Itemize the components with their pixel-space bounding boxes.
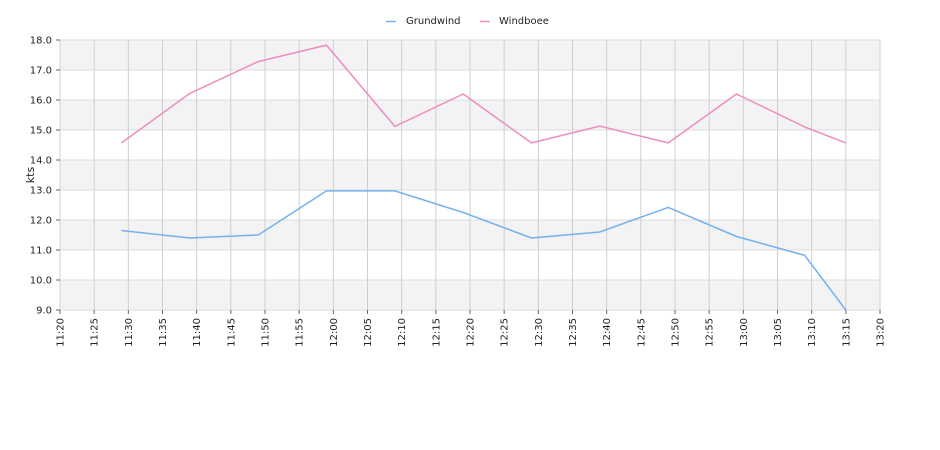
x-tick-label: 12:00: [329, 318, 340, 347]
x-tick-label: 12:30: [534, 318, 545, 347]
x-tick-label: 11:35: [158, 318, 169, 347]
y-tick-label: 11.0: [30, 246, 52, 257]
x-tick-label: 11:30: [124, 318, 135, 347]
x-tick-label: 13:10: [807, 318, 818, 347]
y-tick-label: 13.0: [30, 186, 52, 197]
gridlines: [59, 39, 881, 311]
y-tick-label: 16.0: [30, 96, 52, 107]
series-line-1[interactable]: [121, 190, 847, 311]
x-tick-label: 13:20: [876, 318, 887, 347]
x-tick-label: 12:40: [602, 318, 613, 347]
x-tick-label: 11:50: [261, 318, 272, 347]
x-tick-label: 11:25: [90, 318, 101, 347]
y-tick-label: 9.0: [36, 306, 52, 317]
x-tick-label: 12:25: [500, 318, 511, 347]
y-tick-label: 15.0: [30, 126, 52, 137]
legend-item-2[interactable]: Windboee: [480, 16, 549, 27]
y-tick-label: 17.0: [30, 66, 52, 77]
x-tick-label: 12:05: [363, 318, 374, 347]
x-tick-label: 11:40: [192, 318, 203, 347]
x-tick-label: 11:45: [226, 318, 237, 347]
y-tick-label: 14.0: [30, 156, 52, 167]
x-tick-label: 12:35: [568, 318, 579, 347]
x-tick-label: 11:55: [295, 318, 306, 347]
legend[interactable]: Grundwind Windboee: [386, 16, 549, 27]
series-line-2[interactable]: [121, 44, 847, 144]
y-axis-title: kts: [24, 167, 37, 184]
legend-item-1[interactable]: Grundwind: [386, 16, 461, 27]
x-axis: 11:20 11:25 11:30 11:35 11:40 11:45 11:50 11:55…: [56, 310, 887, 347]
y-axis: 9.0 10.0 11.0 12.0 13.0 14.0 15.0 16.0 17.0 18.0: [30, 36, 60, 317]
legend-label: Windboee: [499, 16, 549, 27]
legend-label: Grundwind: [406, 16, 461, 27]
x-tick-label: 12:20: [466, 318, 477, 347]
x-tick-label: 12:15: [431, 318, 442, 347]
y-tick-label: 10.0: [30, 276, 52, 287]
x-tick-label: 13:05: [773, 318, 784, 347]
series-lines: [121, 44, 847, 311]
x-tick-label: 13:00: [739, 318, 750, 347]
x-tick-label: 11:20: [56, 318, 67, 347]
x-tick-label: 12:55: [705, 318, 716, 347]
x-tick-label: 12:45: [636, 318, 647, 347]
x-tick-label: 12:50: [671, 318, 682, 347]
y-tick-label: 12.0: [30, 216, 52, 227]
x-tick-label: 12:10: [397, 318, 408, 347]
y-tick-label: 18.0: [30, 36, 52, 47]
x-tick-label: 13:15: [841, 318, 852, 347]
